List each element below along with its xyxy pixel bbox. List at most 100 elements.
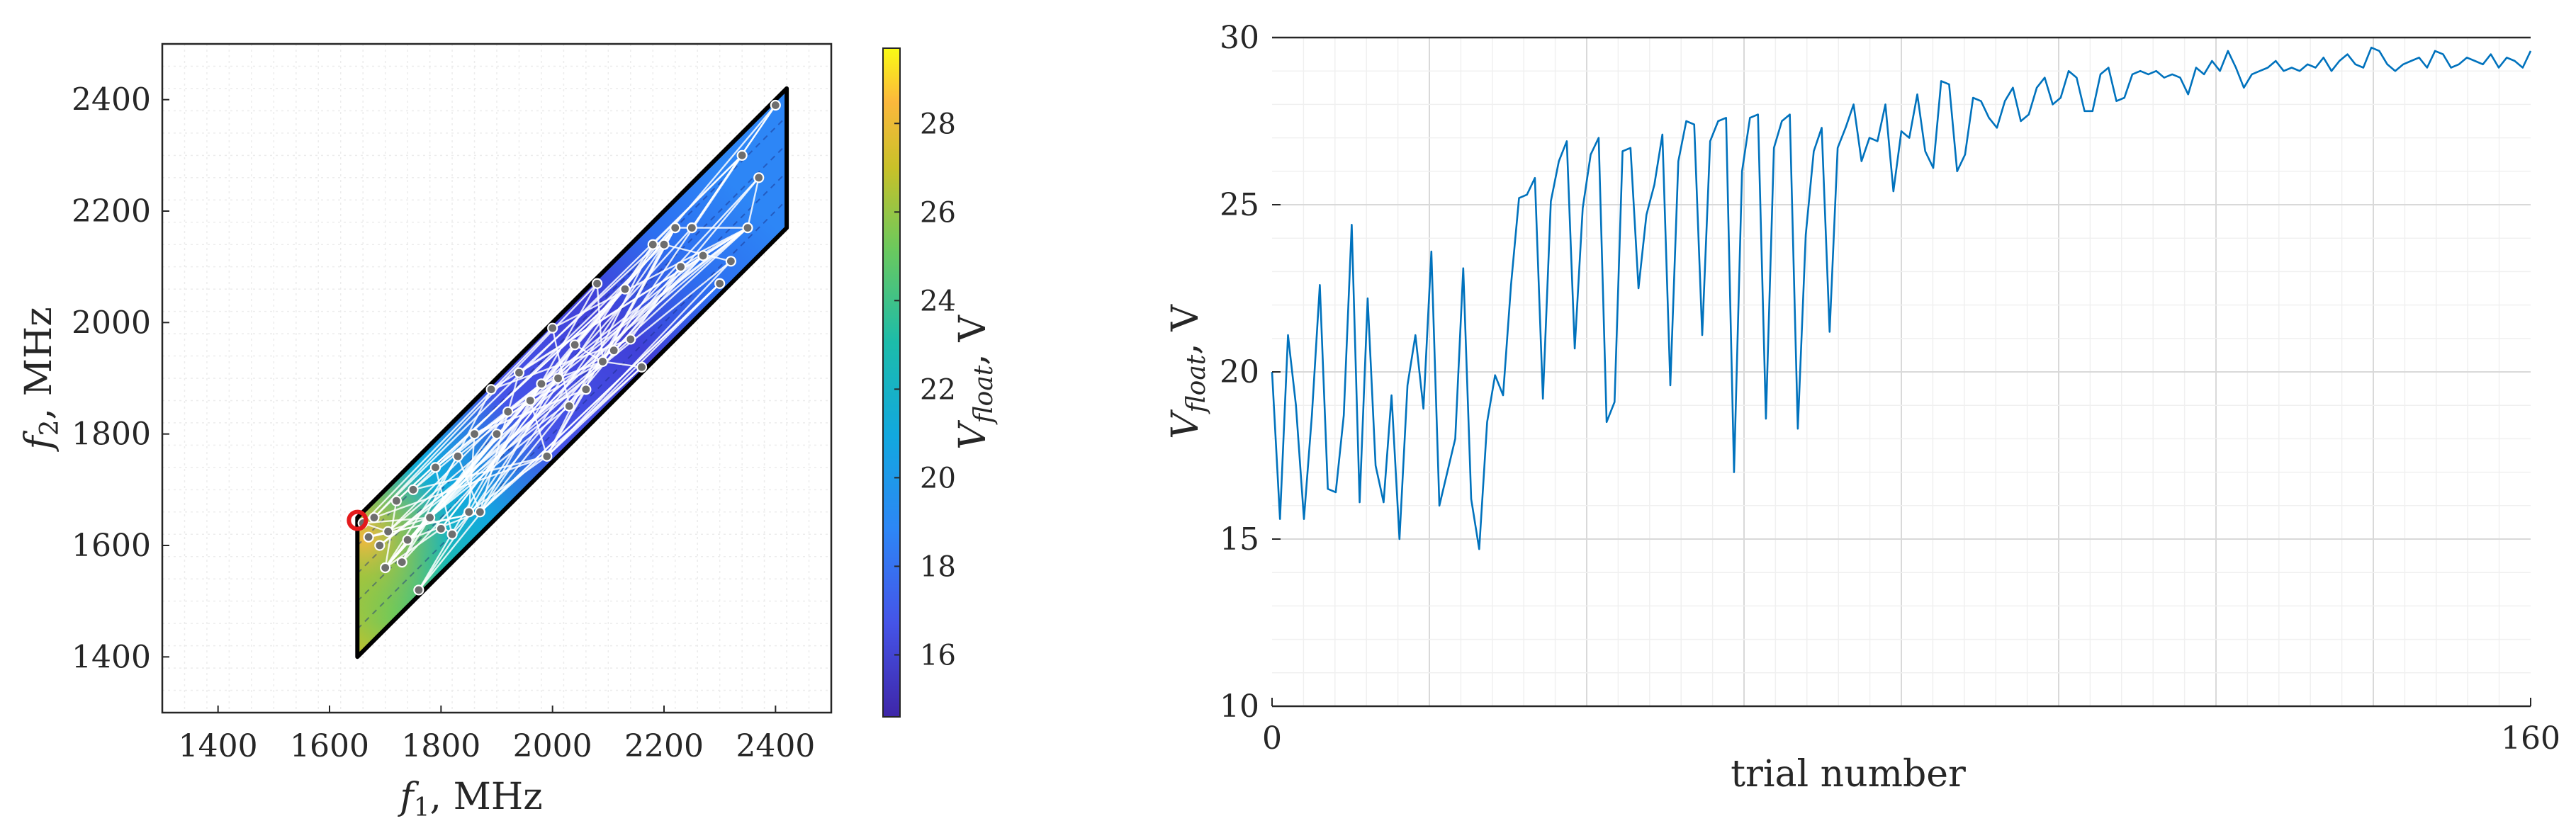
trial-path-segment (440, 378, 559, 530)
left-x-axis-label: f1, MHz (397, 776, 542, 822)
vfloat-series-line (1271, 46, 2532, 550)
trial-path-segment (417, 400, 531, 591)
right-y-axis-label-symbol: V (1164, 409, 1207, 439)
trial-path-segment (546, 260, 732, 457)
right-x-tick-label: 0 (1262, 720, 1282, 757)
left-x-tick-label: 1400 (179, 728, 258, 764)
trial-point (402, 534, 413, 545)
contour-line (357, 199, 787, 630)
trial-path-segment (429, 405, 570, 519)
trial-point (452, 451, 463, 462)
trial-point (513, 367, 525, 378)
trial-point (536, 378, 547, 390)
trial-point (363, 531, 374, 543)
left-x-axis-label-unit: , MHz (430, 776, 543, 818)
left-y-axis-label-subscript: 2 (35, 419, 64, 436)
left-axes-box (161, 43, 833, 714)
left-y-tick-label: 1400 (72, 639, 151, 675)
left-x-tick-label: 1800 (401, 728, 480, 764)
left-y-tick-label: 2000 (72, 305, 151, 341)
trial-points (357, 99, 781, 596)
right-x-axis-label: trial number (1731, 753, 1966, 795)
trial-point (463, 506, 475, 518)
colorbar: 16 18 20 22 24 26 28 Vfloat, V (882, 47, 999, 718)
trial-path-segment (456, 455, 481, 513)
trial-point (374, 540, 386, 551)
trial-path-segment (746, 177, 760, 228)
trial-path-segment (479, 366, 643, 513)
trial-point (424, 512, 436, 523)
left-x-tick-label: 2400 (736, 728, 815, 764)
colorbar-tick-label: 26 (920, 196, 956, 229)
colorbar-label-symbol: V (952, 420, 994, 450)
trial-point (541, 451, 553, 462)
trial-path-segment (384, 104, 777, 569)
trial-point (658, 239, 670, 250)
trial-path-segment (457, 227, 748, 458)
trial-path-segment (691, 104, 777, 229)
trial-path-segment (546, 244, 654, 457)
trial-path-segment (434, 254, 704, 468)
left-x-tick-label: 1600 (290, 728, 369, 764)
trial-point (413, 584, 424, 596)
contour-line (357, 171, 787, 602)
trial-point (597, 356, 609, 367)
trial-path-segment (362, 327, 553, 524)
trial-point (474, 506, 486, 518)
right-y-tick-label: 30 (1220, 20, 1259, 56)
right-plot: 0 160 10 15 20 25 30 trial number Vfloat, V (1164, 20, 2560, 795)
colorbar-tick-label: 20 (920, 462, 956, 494)
left-y-axis-label: f2, MHz (18, 307, 64, 452)
trial-path-segment (368, 516, 430, 538)
trial-point (770, 99, 781, 111)
trial-point (552, 373, 564, 384)
right-y-tick-label: 25 (1220, 187, 1259, 223)
left-y-ticks: 1400 1600 1800 2000 2200 2400 (72, 82, 169, 675)
trial-point (435, 523, 446, 535)
right-y-tick-label: 10 (1220, 689, 1259, 725)
left-y-axis-label-unit: , MHz (18, 307, 60, 419)
trial-point (382, 526, 394, 537)
left-y-tick-label: 2400 (72, 82, 151, 118)
trial-point (407, 484, 419, 495)
trial-point (369, 512, 380, 523)
right-x-ticks: 0 160 (1262, 698, 2560, 757)
trial-path-segment (602, 361, 642, 368)
colorbar-label: Vfloat, V (952, 315, 999, 450)
left-y-tick-label: 2200 (72, 193, 151, 230)
trial-path-segment (479, 283, 721, 513)
colorbar-tick-label: 24 (920, 285, 956, 317)
trial-path-segment (373, 154, 743, 519)
trial-path-segment (568, 177, 760, 407)
trial-point (625, 334, 636, 345)
trial-point (390, 495, 403, 506)
trial-point (485, 384, 497, 395)
trial-path-segment (384, 528, 442, 569)
trial-point (714, 278, 726, 289)
trial-point (580, 384, 592, 395)
trial-path-segment (384, 455, 459, 569)
trial-point (742, 222, 753, 234)
trial-point (675, 261, 687, 273)
right-x-tick-label: 160 (2501, 720, 2560, 757)
colorbar-tick-label: 28 (920, 108, 956, 140)
trial-point (725, 256, 737, 267)
colorbar-gradient (882, 47, 901, 718)
trial-point (502, 406, 514, 417)
left-y-tick-label: 1600 (72, 528, 151, 564)
right-y-axis-label: Vfloat, V (1164, 304, 1211, 439)
colorbar-label-unit: , V (952, 315, 994, 366)
trial-point (429, 462, 441, 473)
colorbar-tick-label: 22 (920, 373, 956, 406)
best-point-marker (347, 509, 369, 531)
trial-point (380, 562, 391, 574)
colorbar-ticks: 16 18 20 22 24 26 28 (894, 108, 956, 672)
trial-point (524, 395, 536, 407)
colorbar-tick-label: 16 (920, 639, 956, 672)
trial-point (563, 400, 575, 412)
right-y-tick-label: 20 (1220, 354, 1259, 390)
trial-point (686, 222, 697, 234)
trial-point (670, 222, 681, 234)
trial-point (647, 239, 658, 250)
